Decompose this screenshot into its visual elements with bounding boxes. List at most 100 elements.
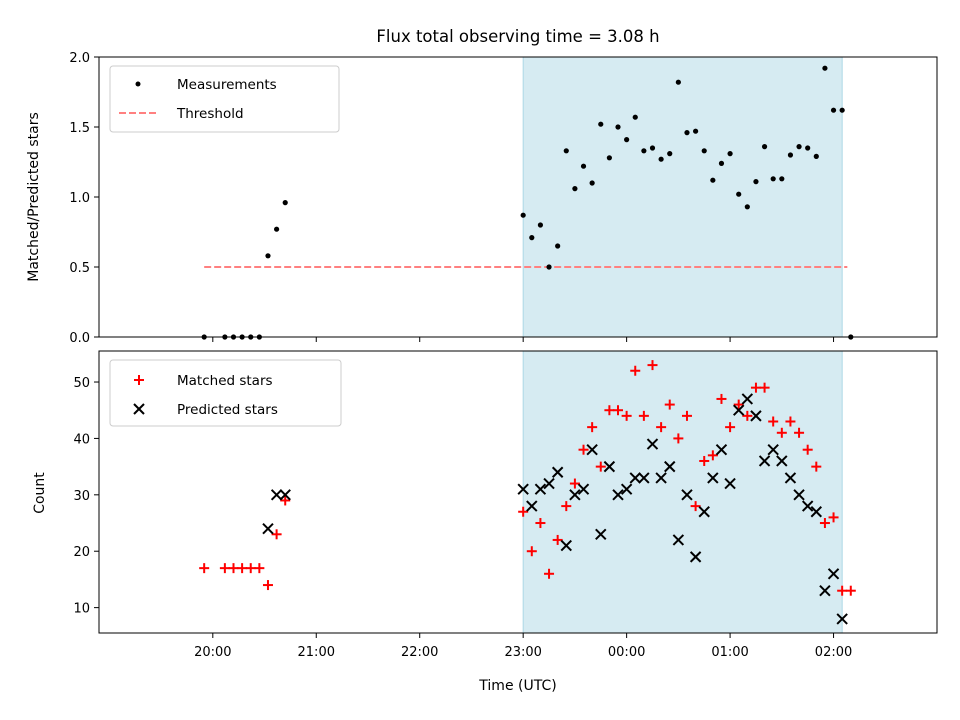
measurement-point <box>546 264 552 270</box>
measurement-point <box>813 153 819 159</box>
matched-star-point <box>638 410 649 421</box>
measurement-point <box>761 144 768 150</box>
measurement-point <box>282 200 288 206</box>
predicted-star-point <box>836 613 848 625</box>
matched-star-point <box>733 399 744 410</box>
x-tick-label: 21:00 <box>298 645 335 660</box>
matched-star-point <box>647 360 658 371</box>
predicted-star-point <box>526 500 538 512</box>
matched-star-point <box>595 461 606 472</box>
predicted-star-point <box>715 443 728 456</box>
matched-star-point <box>716 393 727 404</box>
measurement-point <box>606 155 612 161</box>
measurement-point <box>710 177 716 183</box>
measurement-point <box>555 243 561 249</box>
y-tick-label: 0.5 <box>69 261 90 276</box>
matched-star-point <box>199 563 210 574</box>
measurement-point <box>744 204 750 210</box>
measurement-point <box>624 137 630 143</box>
predicted-star-point <box>784 472 797 484</box>
measurement-point <box>615 124 621 130</box>
predicted-star-point <box>586 443 598 456</box>
measurement-point <box>649 145 656 151</box>
predicted-star-point <box>810 506 823 518</box>
measurement-point <box>753 179 759 185</box>
predicted-star-point <box>827 568 840 580</box>
matched-star-point <box>552 534 563 545</box>
matched-star-point <box>742 410 753 421</box>
measurement-point <box>693 128 699 134</box>
predicted-star-point <box>767 443 779 456</box>
measurement-point <box>839 107 845 113</box>
predicted-star-point <box>733 404 745 416</box>
y-tick-label: 1.5 <box>69 121 90 136</box>
measurement-point <box>598 121 604 127</box>
predicted-star-point <box>758 455 771 467</box>
measurement-point <box>779 176 785 182</box>
legend-predicted-marker <box>133 403 145 415</box>
measurement-point <box>718 160 725 166</box>
x-tick-label: 01:00 <box>711 645 748 660</box>
predicted-star-point <box>793 489 805 501</box>
matched-star-point <box>768 416 779 427</box>
y-tick-label: 30 <box>73 489 90 504</box>
matched-star-point <box>802 444 813 455</box>
top-observing-span <box>522 56 843 338</box>
matched-star-point <box>280 495 291 506</box>
x-tick-label: 02:00 <box>815 645 852 660</box>
matched-star-point <box>811 461 822 472</box>
y-tick-label: 2.0 <box>69 51 90 66</box>
measurement-point <box>274 226 280 232</box>
matched-star-point <box>245 563 256 574</box>
matched-star-point <box>254 563 265 574</box>
matched-star-point <box>845 585 856 596</box>
y-tick-label: 20 <box>73 545 90 560</box>
predicted-star-point <box>543 477 555 490</box>
predicted-star-point <box>270 489 283 501</box>
predicted-star-point <box>577 483 590 495</box>
predicted-star-point <box>629 472 641 484</box>
predicted-star-point <box>724 477 736 490</box>
bottom-legend-frame <box>109 359 342 427</box>
matched-star-point <box>776 427 787 438</box>
measurement-point <box>787 152 794 158</box>
matched-star-point <box>544 568 555 579</box>
predicted-star-point <box>655 472 667 484</box>
measurement-point <box>580 163 587 169</box>
predicted-star-point <box>262 522 274 535</box>
bottom-x-ticks: 20:00 21:00 22:00 23:00 00:00 01:00 02:00 <box>194 633 852 660</box>
top-measurements-layer <box>201 65 854 340</box>
matched-star-point <box>604 405 615 416</box>
matched-star-point <box>699 455 710 466</box>
predicted-star-point <box>741 393 754 405</box>
matched-star-point <box>690 501 701 512</box>
top-panel: 0.00.51.01.52.0 Matched/Predicted stars … <box>26 51 938 346</box>
matched-star-point <box>681 410 692 421</box>
measurement-point <box>684 130 690 136</box>
predicted-star-point <box>517 483 529 495</box>
bottom-axes-frame <box>98 350 938 634</box>
top-legend: Measurements Threshold <box>109 65 340 133</box>
measurement-point <box>822 65 828 71</box>
measurement-point <box>667 151 673 157</box>
x-tick-label: 23:00 <box>504 645 541 660</box>
measurement-point <box>701 148 707 154</box>
matched-star-point <box>785 416 796 427</box>
predicted-star-point <box>664 460 676 473</box>
measurement-point <box>805 145 811 151</box>
predicted-star-point <box>750 410 762 422</box>
matched-star-point <box>535 518 546 529</box>
matched-star-point <box>819 518 830 529</box>
x-tick-label: 20:00 <box>194 645 231 660</box>
matched-star-point <box>587 422 598 433</box>
x-tick-label: 00:00 <box>608 645 645 660</box>
matched-star-point <box>526 546 537 557</box>
top-legend-frame <box>109 65 340 133</box>
matched-star-point <box>237 563 248 574</box>
measurement-point <box>770 176 776 182</box>
predicted-star-point <box>534 483 547 495</box>
measurement-point <box>537 222 544 228</box>
measurement-point <box>658 156 664 162</box>
x-tick-label: 22:00 <box>401 645 438 660</box>
